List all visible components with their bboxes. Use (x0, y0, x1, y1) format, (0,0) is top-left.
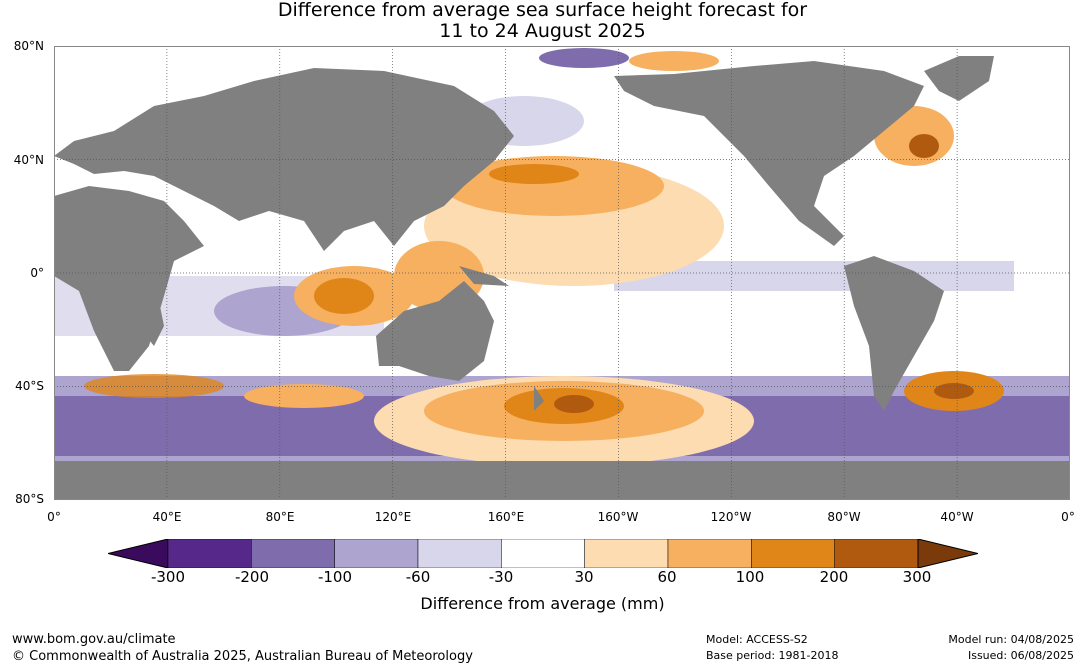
greenland-land (924, 56, 994, 101)
south-pacific-max-positive (554, 395, 594, 413)
website-link[interactable]: www.bom.gov.au/climate (12, 632, 176, 647)
lon-label-80w: 80°W (827, 510, 861, 524)
colorbar-arrow-below-min (108, 539, 169, 568)
lon-label-160e: 160°E (487, 510, 525, 524)
colorbar-segment (667, 539, 752, 568)
lon-label-0-right: 0° (1061, 510, 1075, 524)
colorbar-segment (334, 539, 419, 568)
north-america-land (614, 61, 924, 246)
lon-label-80e: 80°E (265, 510, 295, 524)
colorbar-tick-200: 200 (819, 568, 849, 586)
model-name: Model: ACCESS-S2 (706, 633, 808, 646)
colorbar-segment (251, 539, 335, 568)
lon-label-120e: 120°E (374, 510, 412, 524)
lon-label-0-left: 0° (47, 510, 61, 524)
colorbar-tick-minus-300: -300 (150, 568, 186, 586)
lat-label-40n: 40°N (13, 153, 44, 167)
colorbar-tick-60: 60 (657, 568, 677, 586)
lat-label-40s: 40°S (15, 379, 44, 393)
arctic-negative-patch (539, 48, 629, 68)
colorbar-segment (417, 539, 502, 568)
lon-label-160w: 160°W (597, 510, 639, 524)
new-zealand-land (534, 386, 544, 411)
eurasia-land (54, 68, 514, 251)
map-title: Difference from average sea surface heig… (0, 0, 1085, 42)
map-svg (54, 46, 1070, 500)
south-indian-positive (244, 384, 364, 408)
copyright-text: © Commonwealth of Australia 2025, Austra… (12, 649, 473, 664)
colorbar (108, 539, 978, 568)
south-america-land (844, 256, 944, 411)
colorbar-tick-minus-100: -100 (317, 568, 353, 586)
new-guinea-land (459, 266, 509, 286)
antarctica-land (54, 461, 1070, 500)
colorbar-tick-100: 100 (735, 568, 765, 586)
lon-label-40e: 40°E (152, 510, 182, 524)
colorbar-segments (167, 539, 919, 568)
colorbar-segment (751, 539, 835, 568)
colorbar-tick-minus-200: -200 (234, 568, 270, 586)
agulhas-positive (84, 374, 224, 398)
madagascar-land (144, 301, 164, 346)
africa-land (54, 186, 204, 371)
title-line-1: Difference from average sea surface heig… (277, 0, 808, 21)
colorbar-segment (584, 539, 669, 568)
colorbar-segment (834, 539, 919, 568)
colorbar-tick-minus-30: -30 (488, 568, 514, 586)
colorbar-tick-300: 300 (902, 568, 932, 586)
map-frame (54, 46, 1070, 500)
colorbar-arrow-above-max (917, 539, 978, 568)
issued-date: Issued: 06/08/2025 (967, 649, 1074, 662)
australia-land (376, 281, 494, 381)
colorbar-segment (167, 539, 252, 568)
colorbar-segment (501, 539, 585, 568)
arctic-positive-patch (629, 51, 719, 71)
lon-label-120w: 120°W (710, 510, 752, 524)
lat-label-80s: 80°S (15, 492, 44, 506)
graticule (54, 46, 1070, 500)
gulf-stream-max-positive (909, 134, 939, 158)
colorbar-tick-minus-60: -60 (405, 568, 431, 586)
land-masses (54, 56, 1070, 500)
sea-surface-height-map (54, 46, 1070, 500)
lat-label-equator: 0° (30, 266, 44, 280)
model-run-date: Model run: 04/08/2025 (948, 633, 1074, 646)
andaman-strong-positive (314, 278, 374, 314)
colorbar-tick-30: 30 (574, 568, 594, 586)
title-line-2: 11 to 24 August 2025 (439, 20, 646, 42)
south-atlantic-max-positive (934, 383, 974, 399)
kuroshio-strong-positive (489, 164, 579, 184)
colorbar-label: Difference from average (mm) (420, 594, 665, 613)
lon-label-40w: 40°W (940, 510, 974, 524)
base-period: Base period: 1981-2018 (706, 649, 839, 662)
lat-label-80n: 80°N (13, 39, 44, 53)
